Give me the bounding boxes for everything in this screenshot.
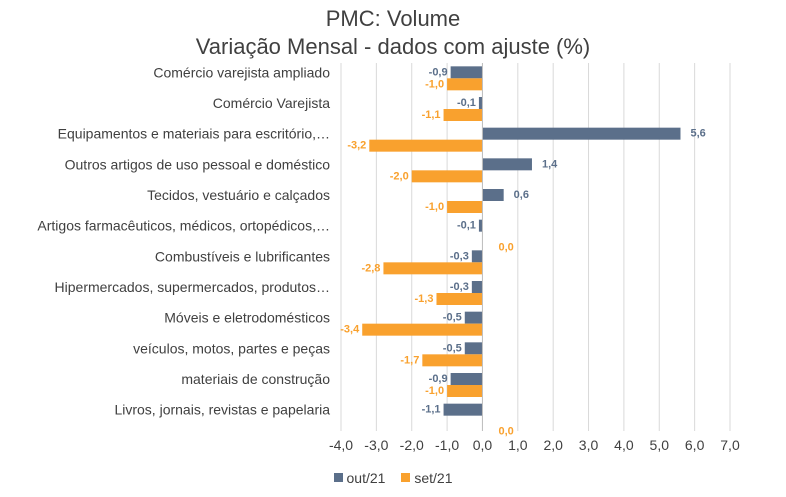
category-label: Equipamentos e materiais para escritório… [58, 126, 330, 142]
data-label: -0,1 [457, 220, 476, 232]
bar-set21 [383, 262, 483, 275]
legend-swatch-set21 [401, 473, 411, 482]
data-label: -1,1 [422, 109, 441, 121]
category-label: veículos, motos, partes e peças [133, 340, 330, 356]
bar-out21 [443, 403, 483, 416]
bar-out21 [471, 250, 483, 263]
x-tick-label: 6,0 [685, 437, 705, 453]
bar-out21 [464, 342, 483, 355]
legend-label-out21: out/21 [346, 469, 386, 486]
bar-out21 [464, 311, 483, 324]
data-label: -0,3 [450, 281, 469, 293]
data-label: -1,7 [400, 354, 419, 366]
bar-set21 [443, 109, 483, 121]
data-label: -1,3 [415, 293, 434, 305]
category-label: Combustíveis e lubrificantes [155, 248, 330, 264]
gridlines [340, 63, 731, 431]
data-label: 0,6 [514, 189, 529, 201]
legend: out/21 set/21 [0, 469, 786, 486]
data-label: 0,0 [498, 426, 513, 438]
x-tick-label: 7,0 [720, 437, 740, 453]
bar-out21 [482, 189, 504, 201]
data-label: -2,0 [390, 170, 409, 182]
x-tick-label: 0,0 [473, 437, 493, 453]
data-label: -0,1 [457, 97, 476, 109]
data-label: -0,9 [429, 373, 448, 385]
category-label: Outros artigos de uso pessoal e doméstic… [65, 156, 331, 172]
category-label: Móveis e eletrodomésticos [164, 310, 330, 326]
x-tick-label: -1,0 [435, 437, 459, 453]
category-label: Comércio Varejista [213, 95, 330, 111]
category-label: Livros, jornais, revistas e papelaria [114, 402, 330, 418]
chart-title: PMC: Volume [325, 6, 461, 31]
x-tick-label: -4,0 [329, 437, 353, 453]
bar-set21 [362, 323, 483, 336]
bar-set21 [411, 170, 483, 183]
data-label: -1,0 [425, 78, 444, 90]
data-label: -0,3 [450, 250, 469, 262]
bar-set21 [447, 78, 483, 91]
bar-out21 [450, 373, 483, 385]
bar-set21 [447, 385, 483, 397]
data-label: -2,8 [361, 262, 380, 274]
bar-out21 [478, 219, 483, 232]
legend-label-set21: set/21 [414, 469, 453, 486]
data-label: -3,2 [347, 140, 366, 152]
bar-out21 [482, 158, 532, 171]
bar-set21 [447, 201, 483, 213]
data-label: -1,1 [422, 404, 441, 416]
axes: -4,0 -3,0 -2,0 -1,0 0,0 1,0 2,0 3,0 4,0 5,0 6,0 7,0 [329, 63, 740, 453]
bar-set21 [436, 293, 483, 305]
x-tick-label: 4,0 [614, 437, 634, 453]
x-tick-label: 1,0 [508, 437, 528, 453]
legend-swatch-out21 [333, 473, 343, 482]
bars [362, 66, 681, 428]
x-tick-label: 2,0 [543, 437, 563, 453]
bar-out21 [471, 281, 483, 293]
data-label: -0,9 [429, 66, 448, 78]
category-label: Comércio varejista ampliado [153, 64, 330, 80]
chart-subtitle: Variação Mensal - dados com ajuste (%) [195, 34, 591, 59]
x-tick-label: -2,0 [400, 437, 424, 453]
x-tick-label: -3,0 [364, 437, 388, 453]
data-label: 0,0 [498, 242, 513, 254]
category-label: Artigos farmacêuticos, médicos, ortopédi… [37, 218, 330, 234]
category-label: Hipermercados, supermercados, produtos… [55, 279, 330, 295]
data-label: -1,0 [425, 385, 444, 397]
data-label: -3,4 [340, 324, 360, 336]
x-tick-label: 3,0 [579, 437, 599, 453]
legend-item-set21: set/21 [401, 470, 452, 486]
data-label: -1,0 [425, 201, 444, 213]
bar-set21 [369, 139, 483, 152]
x-tick-label: 5,0 [650, 437, 670, 453]
legend-item-out21: out/21 [333, 469, 386, 486]
bar-out21 [450, 66, 483, 79]
category-label: Tecidos, vestuário e calçados [147, 187, 330, 203]
labels: Comércio varejista ampliado -0,9-1,0Comér… [37, 64, 705, 437]
bar-set21 [422, 354, 483, 367]
bar-out21 [482, 127, 681, 140]
data-label: 5,6 [690, 128, 705, 140]
data-label: -0,5 [443, 342, 462, 354]
data-label: -0,5 [443, 312, 462, 324]
bar-out21 [478, 97, 483, 109]
data-label: 1,4 [542, 158, 558, 170]
category-label: materiais de construção [181, 371, 330, 387]
